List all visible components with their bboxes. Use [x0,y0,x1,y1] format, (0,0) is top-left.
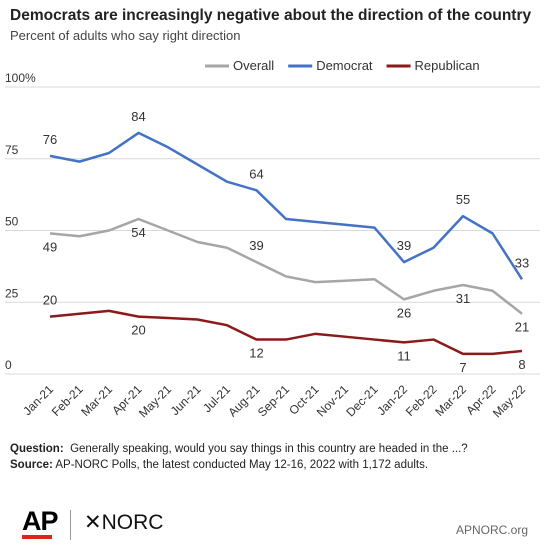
x-tick-label: Aug-21 [225,382,262,419]
source-text: AP-NORC Polls, the latest conducted May … [55,459,429,471]
x-tick-label: May-22 [490,382,528,420]
x-tick-label: Nov-21 [314,382,351,419]
x-tick-label: Feb-21 [49,382,86,419]
logo-ap-text: AP [22,506,59,536]
source-label: Source: [10,459,53,471]
data-label: 54 [131,225,145,240]
data-label: 49 [43,239,57,254]
chart: Democrats are increasingly negative abou… [5,7,540,420]
y-tick-label: 50 [5,215,19,229]
y-tick-label: 0 [5,358,12,372]
logo-ap: AP [22,506,59,539]
question-text: Generally speaking, would you say things… [70,443,468,455]
x-tick-label: Jun-21 [168,382,204,418]
x-tick-label: Feb-22 [403,382,440,419]
x-tick-label: Jan-21 [20,382,56,418]
site: APNORC.org [455,523,528,537]
question-label: Question: [10,443,64,455]
chart-subtitle: Percent of adults who say right directio… [10,28,241,43]
data-label: 20 [43,293,57,308]
data-label: 20 [131,323,145,338]
series-line [49,309,523,356]
data-label: 55 [456,192,470,207]
legend-label: Republican [415,58,480,73]
logo-divider [70,510,71,540]
data-label: 64 [249,166,263,181]
legend-label: Democrat [316,58,373,73]
y-tick-label: 100% [5,71,36,85]
x-tick-label: Jan-22 [374,382,410,418]
logo-ap-bar [22,535,52,539]
data-label: 7 [459,360,466,375]
chart-title: Democrats are increasingly negative abou… [10,7,531,24]
data-label: 84 [131,109,145,124]
x-tick-label: Mar-22 [432,382,469,419]
data-label: 76 [43,132,57,147]
data-label: 8 [518,357,525,372]
source: Source: AP-NORC Polls, the latest conduc… [10,459,428,471]
data-label: 39 [249,238,263,253]
data-label: 21 [515,320,529,335]
y-tick-label: 75 [5,143,19,157]
legend-label: Overall [233,58,274,73]
question: Question: Generally speaking, would you … [10,443,468,455]
data-label: 31 [456,291,470,306]
data-label: 33 [515,255,529,270]
logo-norc: ✕NORC [84,511,164,534]
x-tick-label: Mar-21 [78,382,115,419]
x-tick-label: Dec-21 [343,382,380,419]
series-line [49,217,523,315]
logo-norc-text: NORC [101,511,164,534]
x-tick-label: May-21 [136,382,174,420]
series-line [49,131,524,280]
data-label: 12 [249,346,263,361]
data-label: 39 [397,238,411,253]
data-label: 26 [397,305,411,320]
x-tick-label: Sep-21 [255,382,292,419]
y-tick-label: 25 [5,286,19,300]
data-label: 11 [397,348,411,363]
